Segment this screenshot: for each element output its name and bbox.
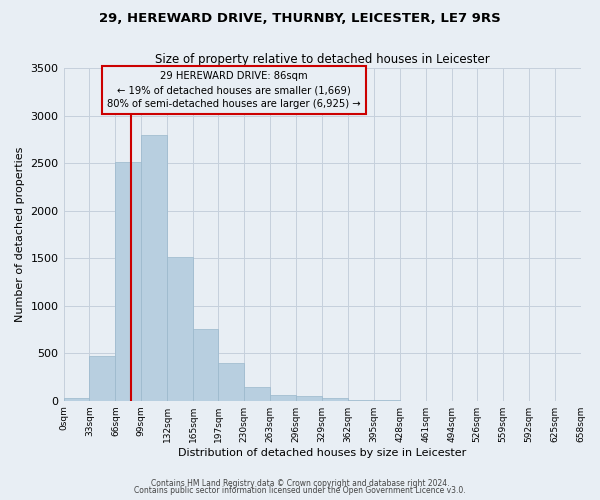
Bar	[167, 257, 193, 400]
Bar	[322, 398, 348, 400]
Bar	[270, 394, 296, 400]
Text: Contains HM Land Registry data © Crown copyright and database right 2024.: Contains HM Land Registry data © Crown c…	[151, 478, 449, 488]
Text: 29, HEREWARD DRIVE, THURNBY, LEICESTER, LE7 9RS: 29, HEREWARD DRIVE, THURNBY, LEICESTER, …	[99, 12, 501, 26]
Bar	[296, 396, 322, 400]
Bar	[142, 134, 167, 400]
Text: Contains public sector information licensed under the Open Government Licence v3: Contains public sector information licen…	[134, 486, 466, 495]
Bar	[89, 356, 115, 401]
Bar	[218, 362, 244, 401]
Y-axis label: Number of detached properties: Number of detached properties	[15, 146, 25, 322]
Bar	[193, 330, 218, 400]
Title: Size of property relative to detached houses in Leicester: Size of property relative to detached ho…	[155, 52, 490, 66]
X-axis label: Distribution of detached houses by size in Leicester: Distribution of detached houses by size …	[178, 448, 466, 458]
Bar	[115, 162, 142, 400]
Bar	[64, 398, 89, 400]
Text: 29 HEREWARD DRIVE: 86sqm
← 19% of detached houses are smaller (1,669)
80% of sem: 29 HEREWARD DRIVE: 86sqm ← 19% of detach…	[107, 72, 361, 110]
Bar	[244, 387, 270, 400]
